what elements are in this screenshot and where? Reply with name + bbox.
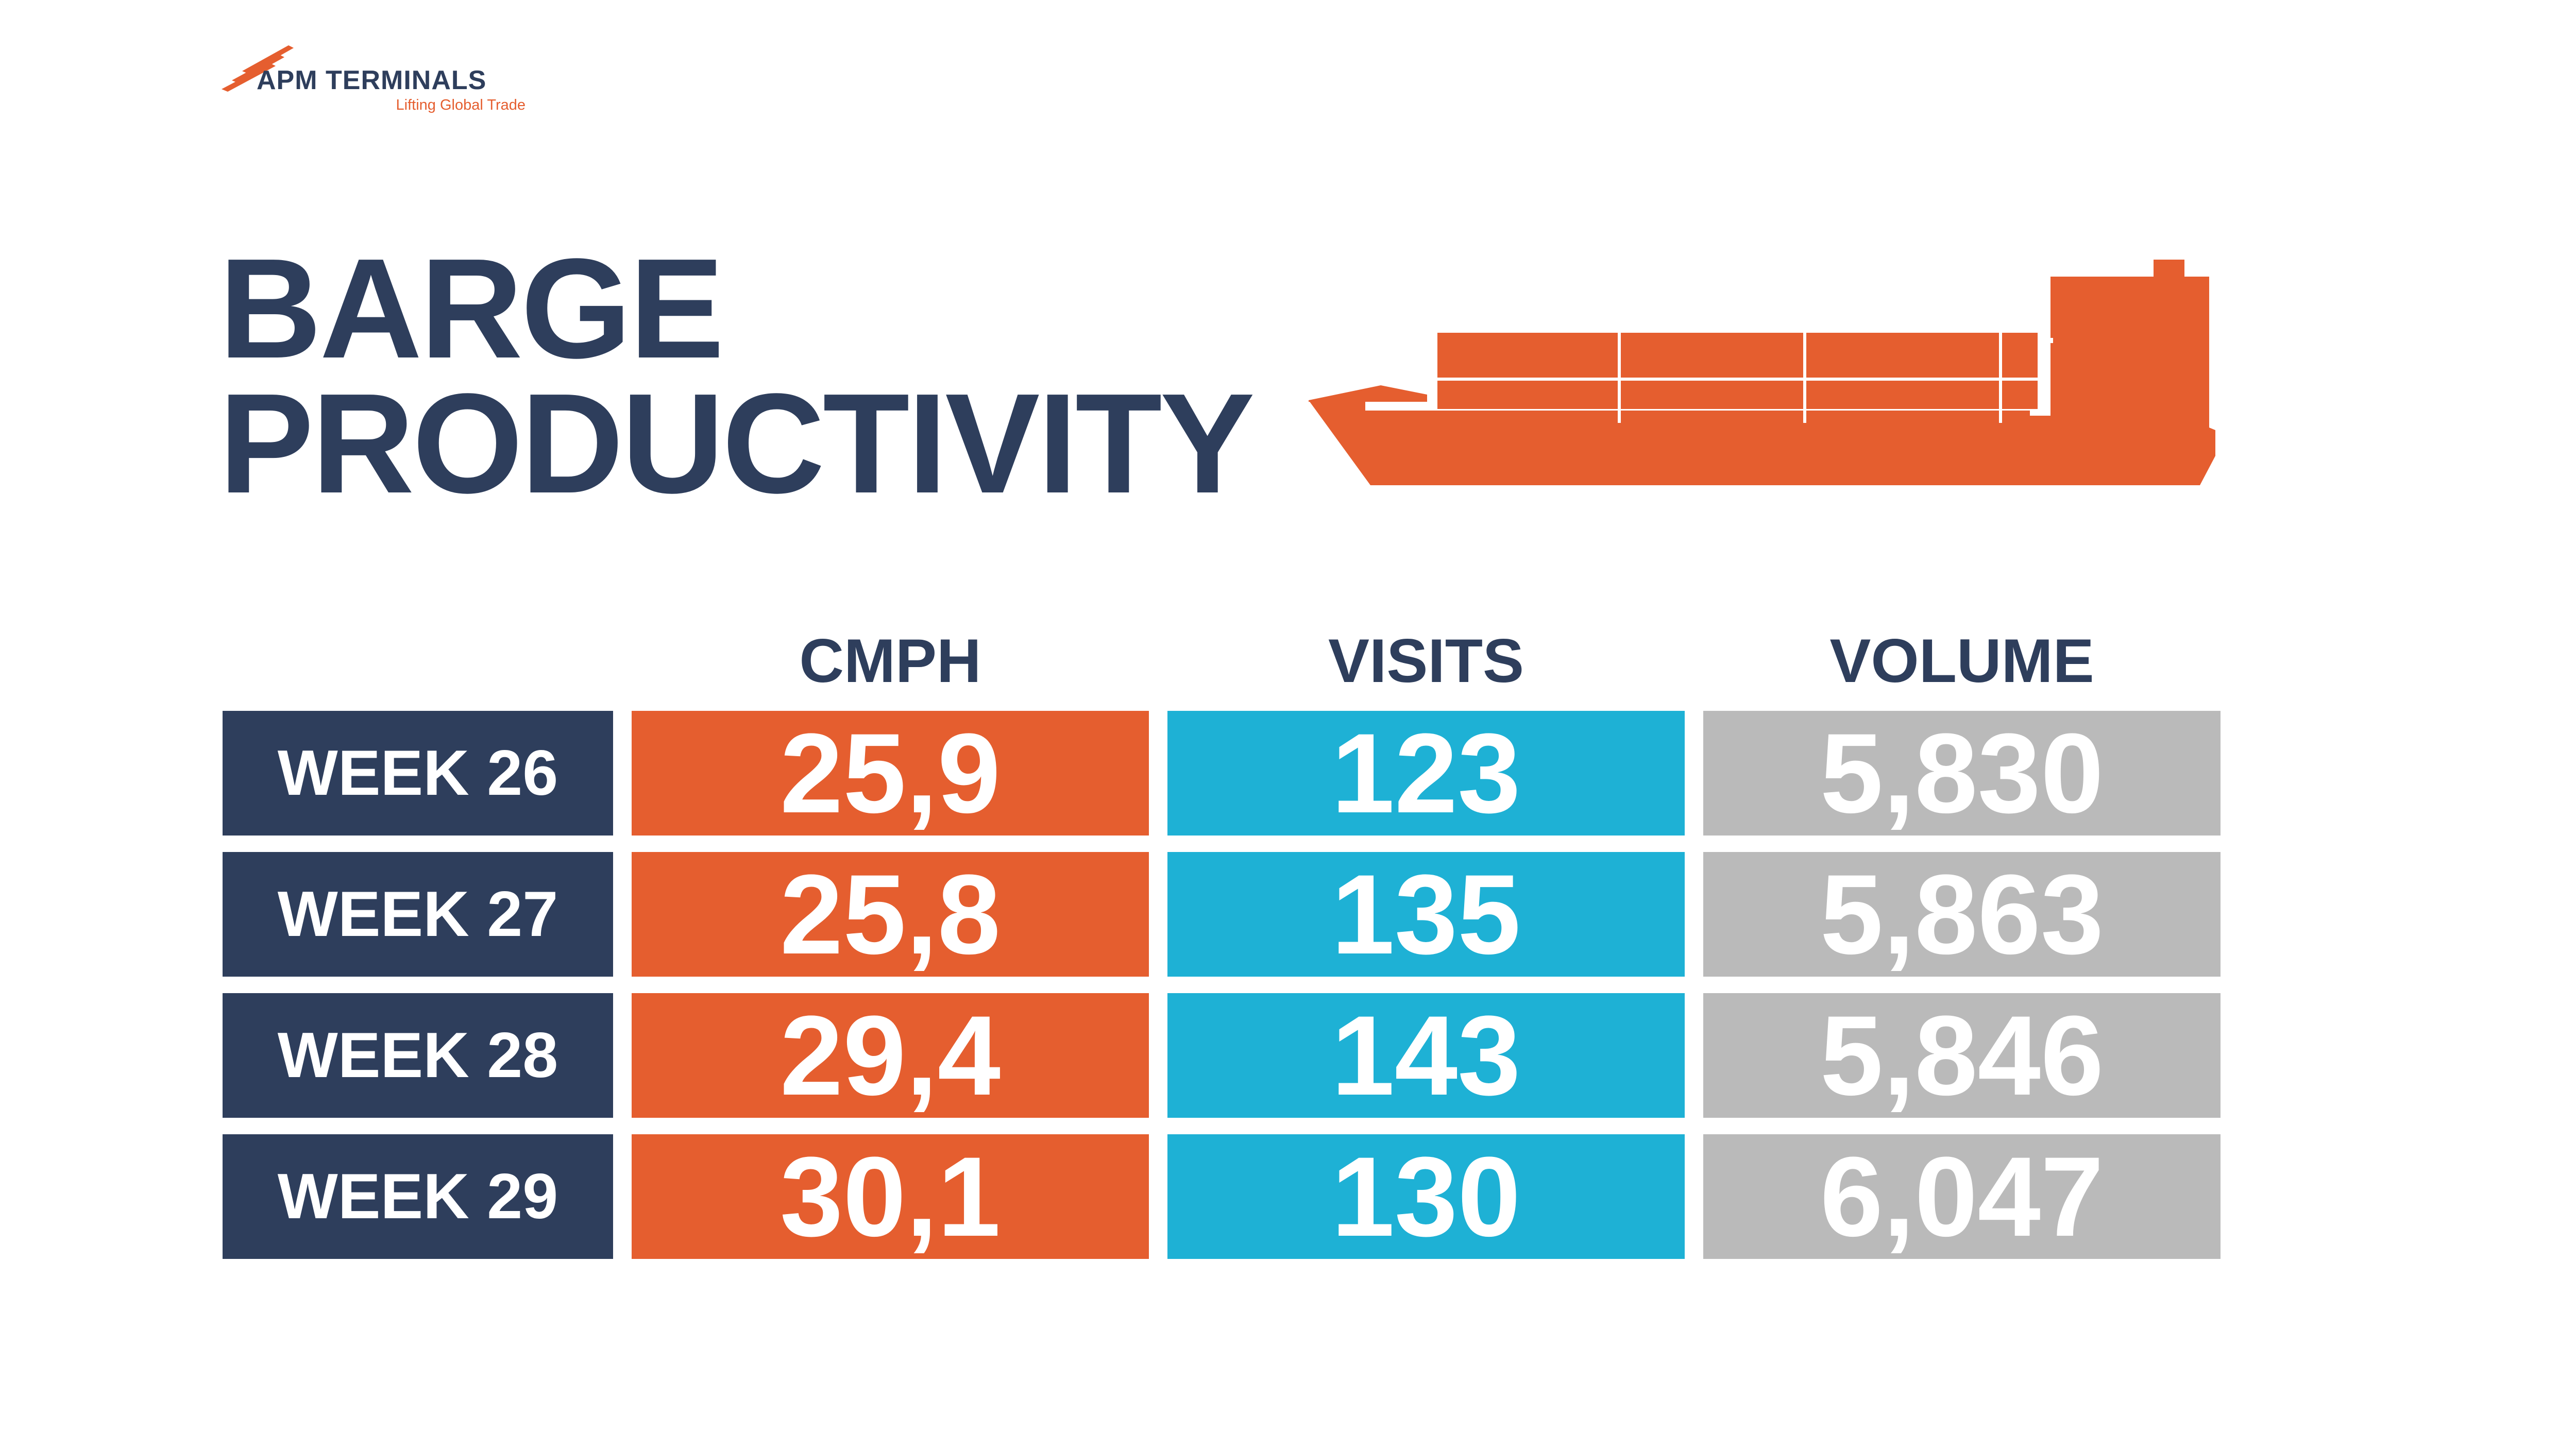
volume-value: 5,830 bbox=[1703, 710, 2221, 837]
cmph-value: 30,1 bbox=[632, 1133, 1149, 1260]
column-header-volume: VOLUME bbox=[1829, 626, 2094, 695]
cmph-value: 25,8 bbox=[632, 851, 1149, 978]
column-header-visits: VISITS bbox=[1328, 626, 1524, 695]
volume-value: 5,863 bbox=[1703, 851, 2221, 978]
cmph-value: 25,9 bbox=[632, 710, 1149, 837]
apm-terminals-logo: APM TERMINALS Lifting Global Trade bbox=[222, 40, 531, 123]
week-label: WEEK 26 bbox=[223, 711, 613, 836]
visits-value: 143 bbox=[1167, 992, 1685, 1119]
visits-value: 123 bbox=[1167, 710, 1685, 837]
logo-stripes-icon bbox=[222, 45, 294, 92]
title-line-2: PRODUCTIVITY bbox=[219, 364, 1255, 523]
week-label: WEEK 27 bbox=[223, 852, 613, 977]
cmph-value: 29,4 bbox=[632, 992, 1149, 1119]
column-header-cmph: CMPH bbox=[799, 626, 981, 695]
week-label: WEEK 28 bbox=[223, 993, 613, 1118]
logo-tagline: Lifting Global Trade bbox=[396, 97, 526, 113]
visits-value: 135 bbox=[1167, 851, 1685, 978]
page-title: BARGE PRODUCTIVITY bbox=[219, 229, 1255, 523]
visits-value: 130 bbox=[1167, 1133, 1685, 1260]
volume-value: 5,846 bbox=[1703, 992, 2221, 1119]
container-barge-icon bbox=[1309, 260, 2215, 485]
logo-name: APM TERMINALS bbox=[257, 65, 487, 95]
title-line-1: BARGE bbox=[219, 229, 724, 388]
week-label: WEEK 29 bbox=[223, 1134, 613, 1259]
volume-value: 6,047 bbox=[1703, 1133, 2221, 1260]
